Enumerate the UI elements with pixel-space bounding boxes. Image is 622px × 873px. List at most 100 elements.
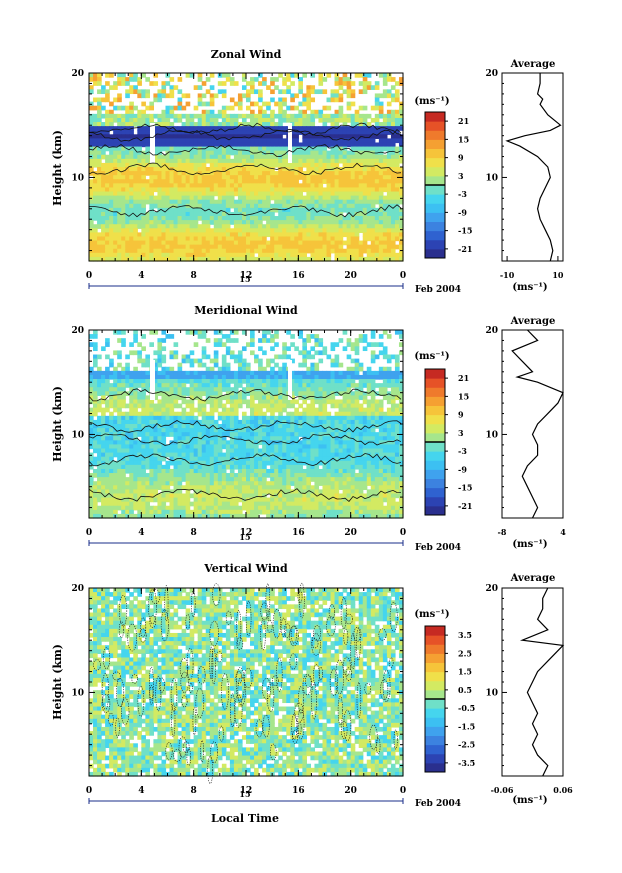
- heatmap-cell: [258, 399, 263, 405]
- heatmap-cell: [113, 403, 118, 409]
- heatmap-cell: [181, 436, 187, 441]
- heatmap-cell: [105, 240, 110, 246]
- heatmap-cell: [205, 175, 211, 180]
- heatmap-cell: [197, 411, 203, 417]
- heatmap-cell: [390, 244, 396, 250]
- heatmap-cell: [121, 113, 126, 119]
- heatmap-cell: [302, 138, 307, 144]
- heatmap-cell: [378, 428, 384, 433]
- heatmap-cell: [258, 89, 263, 95]
- heatmap-cell: [346, 220, 352, 225]
- heatmap-cell: [133, 228, 138, 233]
- heatmap-cell: [322, 138, 328, 144]
- heatmap-cell: [149, 101, 155, 107]
- heatmap-cell: [177, 366, 183, 372]
- heatmap-cell: [105, 199, 110, 205]
- heatmap-cell: [169, 175, 175, 180]
- heatmap-cell: [366, 113, 372, 119]
- heatmap-cell: [254, 191, 259, 197]
- heatmap-cell: [109, 211, 114, 217]
- heatmap-cell: [322, 187, 328, 193]
- heatmap-cell: [246, 362, 251, 368]
- heatmap-cell: [169, 387, 175, 392]
- heatmap-cell: [378, 179, 384, 184]
- heatmap-cell: [250, 432, 255, 437]
- heatmap-cell: [334, 256, 340, 262]
- heatmap-cell: [213, 167, 219, 172]
- heatmap-cell: [213, 252, 219, 258]
- heatmap-cell: [205, 77, 211, 82]
- heatmap-cell: [177, 379, 183, 384]
- heatmap-cell: [394, 138, 400, 144]
- heatmap-cell: [270, 142, 275, 148]
- heatmap-cell: [233, 370, 239, 376]
- heatmap-cell: [254, 167, 259, 172]
- heatmap-cell: [394, 146, 400, 152]
- heatmap-cell: [141, 89, 146, 95]
- heatmap-cell: [310, 399, 316, 405]
- heatmap-cell: [193, 207, 199, 213]
- heatmap-cell: [274, 244, 279, 250]
- heatmap-cell: [93, 383, 98, 388]
- heatmap-cell: [237, 252, 243, 258]
- heatmap-cell: [302, 342, 307, 347]
- heatmap-cell: [310, 440, 316, 446]
- heatmap-cell: [290, 248, 295, 254]
- heatmap-cell: [310, 228, 316, 233]
- heatmap-cell: [278, 113, 283, 119]
- heatmap-cell: [366, 252, 372, 258]
- heatmap-cell: [278, 122, 283, 127]
- heatmap-cell: [157, 162, 163, 168]
- heatmap-cell: [394, 374, 400, 380]
- heatmap-cell: [229, 146, 235, 152]
- heatmap-cell: [161, 130, 167, 135]
- heatmap-cell: [101, 207, 106, 213]
- heatmap-cell: [121, 77, 126, 82]
- heatmap-cell: [290, 236, 295, 242]
- heatmap-cell: [221, 240, 227, 246]
- heatmap-cell: [137, 354, 142, 360]
- heatmap-cell: [141, 191, 146, 197]
- heatmap-cell: [258, 338, 263, 343]
- heatmap-cell: [258, 167, 263, 172]
- heatmap-cell: [374, 199, 380, 205]
- heatmap-cell: [330, 232, 336, 238]
- heatmap-cell: [338, 362, 344, 368]
- heatmap-cell: [322, 399, 328, 405]
- heatmap-cell: [241, 232, 247, 238]
- heatmap-cell: [374, 142, 380, 148]
- heatmap-cell: [390, 142, 396, 148]
- heatmap-cell: [378, 399, 384, 405]
- heatmap-cell: [334, 211, 340, 217]
- heatmap-cell: [141, 126, 146, 131]
- heatmap-cell: [241, 362, 247, 368]
- heatmap-cell: [221, 109, 227, 115]
- heatmap-cell: [338, 436, 344, 441]
- heatmap-zonal: [88, 73, 404, 262]
- heatmap-cell: [370, 411, 376, 417]
- heatmap-cell: [330, 126, 336, 131]
- heatmap-cell: [201, 379, 207, 384]
- heatmap-cell: [374, 191, 380, 197]
- heatmap-cell: [221, 362, 227, 368]
- heatmap-cell: [362, 183, 368, 189]
- heatmap-cell: [298, 387, 303, 392]
- heatmap-cell: [306, 415, 312, 421]
- heatmap-cell: [334, 158, 340, 164]
- heatmap-cell: [254, 89, 259, 95]
- heatmap-cell: [362, 199, 368, 205]
- heatmap-cell: [334, 93, 340, 99]
- heatmap-cell: [125, 216, 130, 221]
- heatmap-cell: [189, 171, 195, 176]
- heatmap-cell: [354, 403, 360, 409]
- heatmap-cell: [133, 142, 138, 148]
- heatmap-cell: [157, 428, 163, 433]
- heatmap-cell: [302, 142, 307, 148]
- heatmap-cell: [233, 158, 239, 164]
- heatmap-cell: [366, 81, 372, 86]
- heatmap-cell: [246, 142, 251, 148]
- heatmap-cell: [225, 183, 231, 189]
- heatmap-cell: [121, 203, 126, 209]
- heatmap-cell: [185, 187, 191, 193]
- heatmap-cell: [129, 383, 134, 388]
